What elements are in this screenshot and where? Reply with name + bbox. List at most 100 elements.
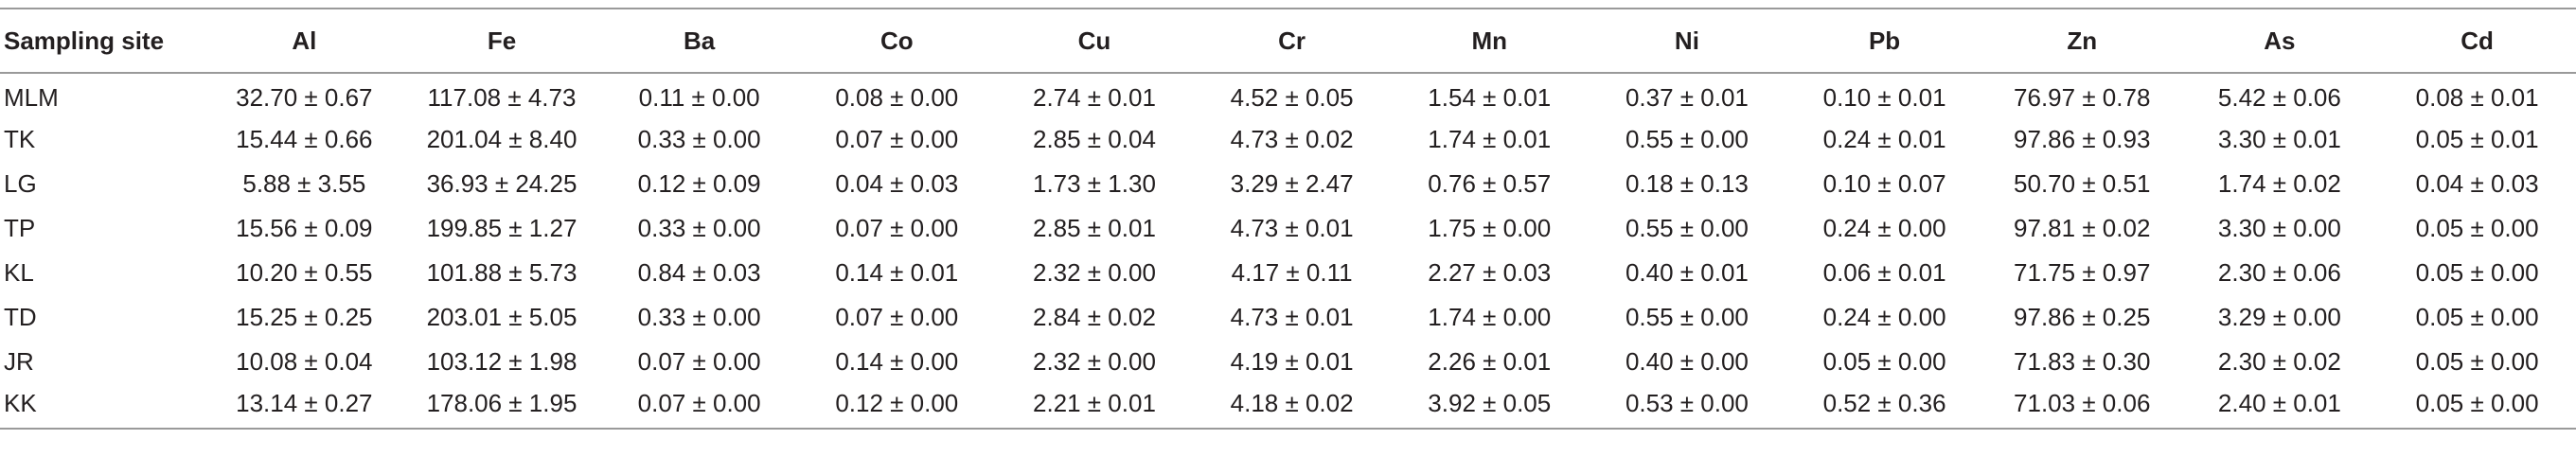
table-cell: 178.06 ± 1.95: [426, 389, 577, 417]
table-cell: 71.03 ± 0.06: [2014, 389, 2151, 417]
table-cell: 15.25 ± 0.25: [236, 303, 373, 331]
data-table: Sampling site Al Fe Ba Co Cu Cr Mn Ni Pb Zn As Cd ML…: [0, 8, 2576, 430]
table-cell: 0.11 ± 0.00: [638, 83, 760, 112]
table-cell: 0.05 ± 0.00: [2415, 214, 2539, 242]
site-name: JR: [4, 347, 34, 376]
table-cell: 0.05 ± 0.00: [1822, 347, 1946, 376]
table-cell: 3.92 ± 0.05: [1428, 389, 1552, 417]
table-cell: 2.27 ± 0.03: [1428, 258, 1552, 287]
table-cell: 4.73 ± 0.01: [1230, 214, 1354, 242]
table-cell: 71.75 ± 0.97: [2014, 258, 2151, 287]
table-cell: 0.37 ± 0.01: [1625, 83, 1749, 112]
table-cell: 2.30 ± 0.06: [2217, 258, 2341, 287]
table-cell: 4.52 ± 0.05: [1230, 83, 1354, 112]
table-row: JR 10.08 ± 0.04 103.12 ± 1.98 0.07 ± 0.00 0.…: [0, 340, 2576, 384]
table-cell: 1.74 ± 0.02: [2217, 169, 2341, 198]
column-header: Co: [879, 26, 914, 55]
table-row: TD 15.25 ± 0.25 203.01 ± 5.05 0.33 ± 0.00 0.…: [0, 295, 2576, 340]
table-cell: 32.70 ± 0.67: [236, 83, 373, 112]
table-cell: 15.44 ± 0.66: [236, 125, 373, 153]
table-cell: 97.81 ± 0.02: [2014, 214, 2151, 242]
table-row: TK 15.44 ± 0.66 201.04 ± 8.40 0.33 ± 0.00 0.…: [0, 117, 2576, 162]
column-header: Cd: [2461, 26, 2494, 55]
table-cell: 0.55 ± 0.00: [1625, 125, 1749, 153]
table-cell: 0.12 ± 0.00: [835, 389, 959, 417]
table-cell: 203.01 ± 5.05: [426, 303, 577, 331]
table-cell: 103.12 ± 1.98: [426, 347, 577, 376]
table-cell: 101.88 ± 5.73: [426, 258, 577, 287]
table-cell: 117.08 ± 4.73: [427, 83, 577, 112]
table-cell: 0.40 ± 0.01: [1625, 258, 1749, 287]
column-header: Cr: [1278, 26, 1306, 55]
table-cell: 5.42 ± 0.06: [2217, 83, 2341, 112]
table-cell: 0.07 ± 0.00: [835, 303, 959, 331]
table-cell: 2.85 ± 0.04: [1032, 125, 1156, 153]
site-name: LG: [4, 169, 37, 198]
table-cell: 71.83 ± 0.30: [2014, 347, 2151, 376]
table-cell: 0.33 ± 0.00: [637, 303, 761, 331]
table-cell: 0.53 ± 0.00: [1625, 389, 1749, 417]
table-row: MLM 32.70 ± 0.67 117.08 ± 4.73 0.11 ± 0.00 0…: [0, 73, 2576, 117]
table-cell: 13.14 ± 0.27: [236, 389, 373, 417]
table-cell: 2.32 ± 0.00: [1032, 347, 1156, 376]
column-header: As: [2264, 26, 2296, 55]
column-header: Zn: [2067, 26, 2098, 55]
table-cell: 2.40 ± 0.01: [2217, 389, 2341, 417]
table-cell: 0.12 ± 0.09: [637, 169, 761, 198]
table-cell: 0.55 ± 0.00: [1625, 303, 1749, 331]
table-cell: 0.14 ± 0.01: [835, 258, 959, 287]
site-name: TP: [4, 214, 36, 242]
table-cell: 2.85 ± 0.01: [1032, 214, 1156, 242]
table-cell: 2.32 ± 0.00: [1032, 258, 1156, 287]
table-cell: 0.04 ± 0.03: [835, 169, 959, 198]
table-cell: 0.18 ± 0.13: [1625, 169, 1749, 198]
table-cell: 0.33 ± 0.00: [637, 214, 761, 242]
table-cell: 0.05 ± 0.00: [2415, 389, 2539, 417]
table-cell: 0.05 ± 0.01: [2415, 125, 2539, 153]
table-cell: 0.52 ± 0.36: [1822, 389, 1946, 417]
table-cell: 0.05 ± 0.00: [2415, 303, 2539, 331]
table-cell: 3.29 ± 0.00: [2217, 303, 2341, 331]
table-cell: 0.55 ± 0.00: [1625, 214, 1749, 242]
table-cell: 2.30 ± 0.02: [2217, 347, 2341, 376]
table-cell: 2.74 ± 0.01: [1032, 83, 1156, 112]
table-cell: 0.24 ± 0.00: [1822, 214, 1946, 242]
table-cell: 97.86 ± 0.25: [2014, 303, 2151, 331]
table-cell: 199.85 ± 1.27: [426, 214, 577, 242]
column-header: Pb: [1868, 26, 1901, 55]
table-cell: 0.24 ± 0.01: [1822, 125, 1946, 153]
column-header: Ba: [684, 26, 716, 55]
table-cell: 5.88 ± 3.55: [242, 169, 366, 198]
table-cell: 4.18 ± 0.02: [1230, 389, 1354, 417]
table-cell: 15.56 ± 0.09: [236, 214, 373, 242]
table-cell: 0.05 ± 0.00: [2415, 347, 2539, 376]
column-header: Fe: [487, 26, 517, 55]
site-name: TD: [4, 303, 37, 331]
table-row: TP 15.56 ± 0.09 199.85 ± 1.27 0.33 ± 0.00 0.…: [0, 206, 2576, 251]
table-cell: 0.07 ± 0.00: [835, 125, 959, 153]
table-cell: 0.84 ± 0.03: [637, 258, 761, 287]
table-cell: 2.26 ± 0.01: [1428, 347, 1552, 376]
table-cell: 50.70 ± 0.51: [2014, 169, 2151, 198]
table-cell: 0.40 ± 0.00: [1625, 347, 1749, 376]
column-header: Cu: [1077, 26, 1111, 55]
table-cell: 97.86 ± 0.93: [2014, 125, 2151, 153]
table-body: MLM 32.70 ± 0.67 117.08 ± 4.73 0.11 ± 0.00 0…: [0, 73, 2576, 429]
table-cell: 0.24 ± 0.00: [1822, 303, 1946, 331]
table-cell: 0.06 ± 0.01: [1822, 258, 1946, 287]
table-cell: 0.14 ± 0.00: [835, 347, 959, 376]
table-header: Sampling site Al Fe Ba Co Cu Cr Mn Ni Pb Zn As Cd: [0, 9, 2576, 73]
table-cell: 76.97 ± 0.78: [2014, 83, 2151, 112]
table-cell: 36.93 ± 24.25: [426, 169, 577, 198]
table-cell: 1.74 ± 0.00: [1428, 303, 1552, 331]
table-cell: 3.29 ± 2.47: [1230, 169, 1354, 198]
table-cell: 2.84 ± 0.02: [1032, 303, 1156, 331]
column-header: Mn: [1471, 26, 1508, 55]
table-cell: 0.10 ± 0.07: [1822, 169, 1946, 198]
table-cell: 0.05 ± 0.00: [2415, 258, 2539, 287]
table-cell: 0.08 ± 0.00: [835, 83, 959, 112]
header-row: Sampling site Al Fe Ba Co Cu Cr Mn Ni Pb Zn As Cd: [0, 9, 2576, 73]
table-cell: 3.30 ± 0.01: [2217, 125, 2341, 153]
table-cell: 4.19 ± 0.01: [1230, 347, 1354, 376]
